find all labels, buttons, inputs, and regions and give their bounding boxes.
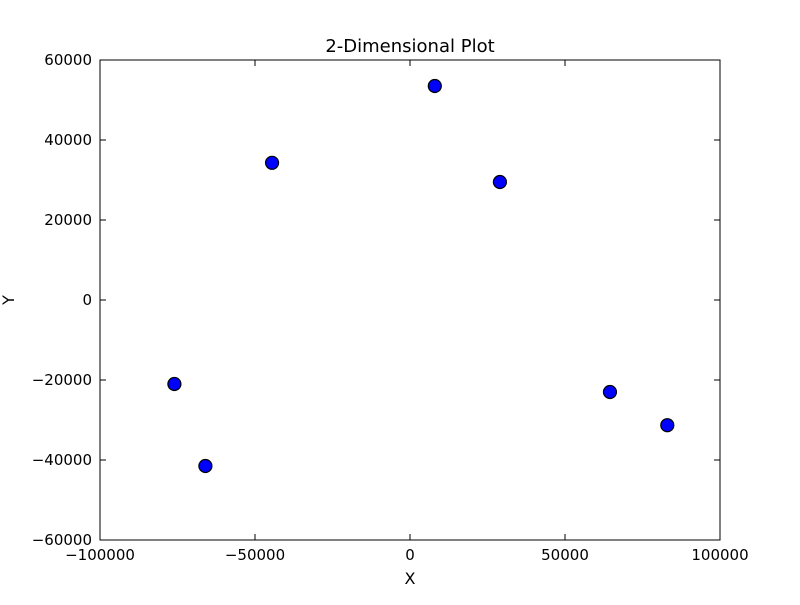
y-tick-label: 60000 (44, 51, 92, 69)
y-tick-label: 20000 (44, 211, 92, 229)
axis-ticks: −100000 −50000 0 50000 100000 −60000 −40000 −20… (32, 51, 749, 564)
scatter-point (602, 384, 618, 400)
y-tick-label: −40000 (32, 451, 92, 469)
plot-area (100, 60, 720, 540)
scatter-point (264, 155, 280, 170)
scatter-point (427, 78, 442, 94)
y-tick-label: 40000 (44, 131, 92, 149)
chart-title: 2-Dimensional Plot (325, 36, 494, 57)
x-tick-label: −100000 (65, 546, 135, 564)
y-tick-label: 0 (82, 291, 92, 309)
scatter-point (167, 376, 182, 392)
x-tick-label: 100000 (691, 546, 748, 564)
y-tick-label: −60000 (32, 531, 92, 549)
scatter-point (492, 174, 507, 190)
x-tick-label: 50000 (541, 546, 589, 564)
x-tick-label: 0 (405, 546, 415, 564)
x-tick-label: −50000 (225, 546, 285, 564)
scatter-point (198, 458, 213, 474)
data-points (167, 78, 675, 474)
y-tick-label: −20000 (32, 371, 92, 389)
y-axis-label: Y (0, 295, 18, 306)
plot-frame (99, 59, 721, 541)
scatter-point (660, 418, 675, 433)
x-axis-label: X (405, 569, 416, 588)
